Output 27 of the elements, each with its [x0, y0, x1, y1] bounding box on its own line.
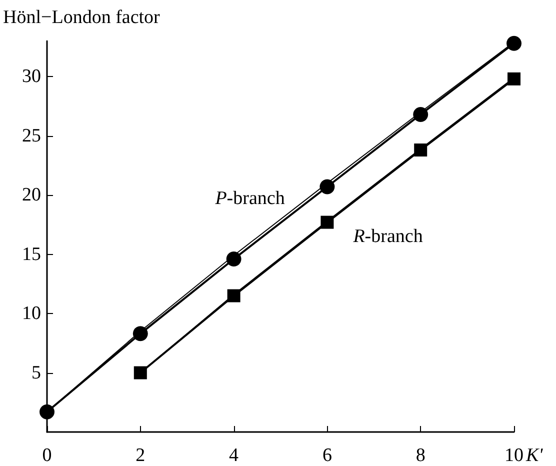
point	[132, 326, 148, 342]
point	[506, 36, 522, 51]
y-tick-label: 30	[22, 66, 41, 88]
y-tick-label: 20	[22, 184, 41, 206]
x-tick-label: 2	[136, 445, 146, 466]
x-tick-label: 4	[229, 445, 240, 466]
x-tick-label: 0	[42, 445, 52, 466]
y-tick-label: 5	[32, 362, 41, 384]
x-tick-label: 6	[322, 445, 332, 466]
y-tick-label: 10	[22, 303, 41, 324]
point	[320, 216, 334, 229]
series-label: R-branch	[352, 226, 424, 247]
x-tick-label: 10	[504, 445, 524, 466]
point	[40, 404, 54, 420]
point	[320, 179, 335, 194]
point	[226, 252, 242, 267]
point	[414, 144, 428, 157]
point	[134, 366, 147, 380]
x-axis-title: K'	[525, 445, 544, 466]
point	[227, 289, 240, 302]
y-tick-label: 25	[22, 125, 41, 146]
point	[508, 72, 520, 86]
x-tick-label: 8	[416, 445, 426, 466]
series-label: P-branch	[214, 188, 286, 210]
y-tick-label: 15	[22, 244, 41, 265]
y-axis-title: Hönl−London factor	[3, 7, 161, 28]
point	[413, 106, 428, 122]
